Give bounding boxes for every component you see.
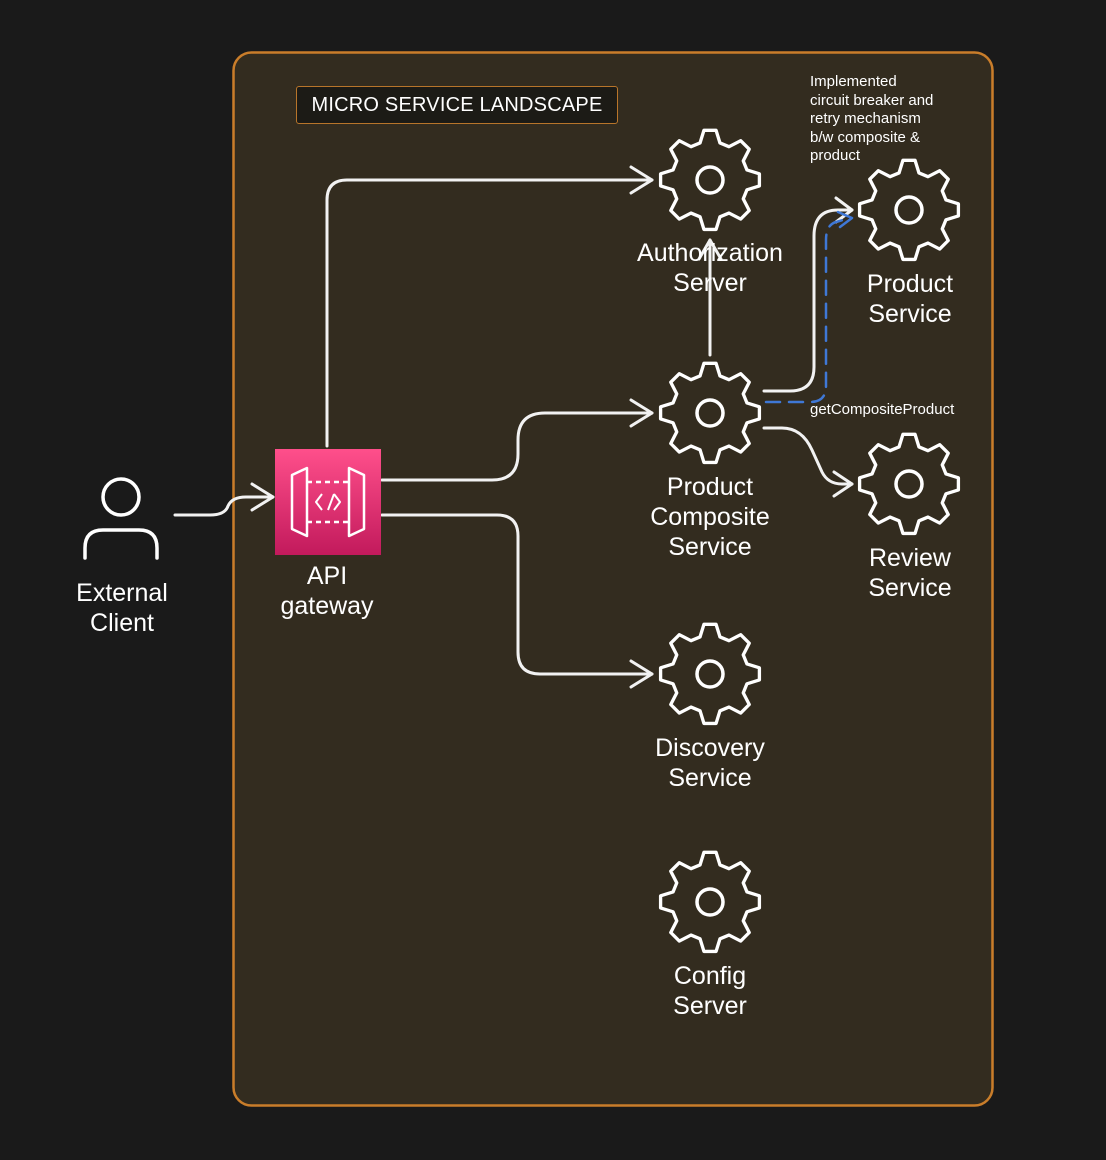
product-composite-label: Product Composite Service xyxy=(650,473,770,561)
review-service-label: Review Service xyxy=(868,544,952,602)
dashed-arrowhead-circuit-breaker xyxy=(836,210,854,229)
authorization-server-label: Authorization Server xyxy=(637,239,783,297)
product-service-label: Product Service xyxy=(866,270,954,328)
arrowhead-composite-to-product xyxy=(834,196,854,224)
arrow-client-to-gateway xyxy=(173,495,275,517)
arrow-composite-to-product xyxy=(762,208,854,393)
api-gateway-icon xyxy=(275,449,381,555)
config-server-label: Config Server xyxy=(673,962,747,1020)
arrow-gateway-to-discovery xyxy=(380,513,654,676)
landscape-title: MICRO SERVICE LANDSCAPE xyxy=(296,86,618,124)
get-composite-product-label: getCompositeProduct xyxy=(810,401,955,418)
arrowhead-composite-to-review xyxy=(832,470,854,498)
circuit-breaker-note: Implemented circuit breaker and retry me… xyxy=(810,73,934,164)
external-client-label: External Client xyxy=(76,579,168,637)
api-gateway-label: API gateway xyxy=(280,562,374,620)
discovery-service-label: Discovery Service xyxy=(655,734,765,792)
arrowhead-gateway-to-authorization xyxy=(629,165,654,195)
arrow-composite-to-review xyxy=(762,426,854,486)
arrowhead-composite-to-authorization xyxy=(697,238,723,261)
arrowhead-client-to-gateway xyxy=(250,482,275,512)
dashed-arrow-circuit-breaker xyxy=(764,216,852,404)
user-icon xyxy=(83,477,159,560)
landscape-frame xyxy=(232,51,994,1107)
arrowhead-gateway-to-composite xyxy=(629,398,654,428)
arrow-gateway-to-composite xyxy=(380,411,654,482)
arrowhead-gateway-to-discovery xyxy=(629,659,654,689)
arrow-gateway-to-authorization xyxy=(325,178,654,448)
